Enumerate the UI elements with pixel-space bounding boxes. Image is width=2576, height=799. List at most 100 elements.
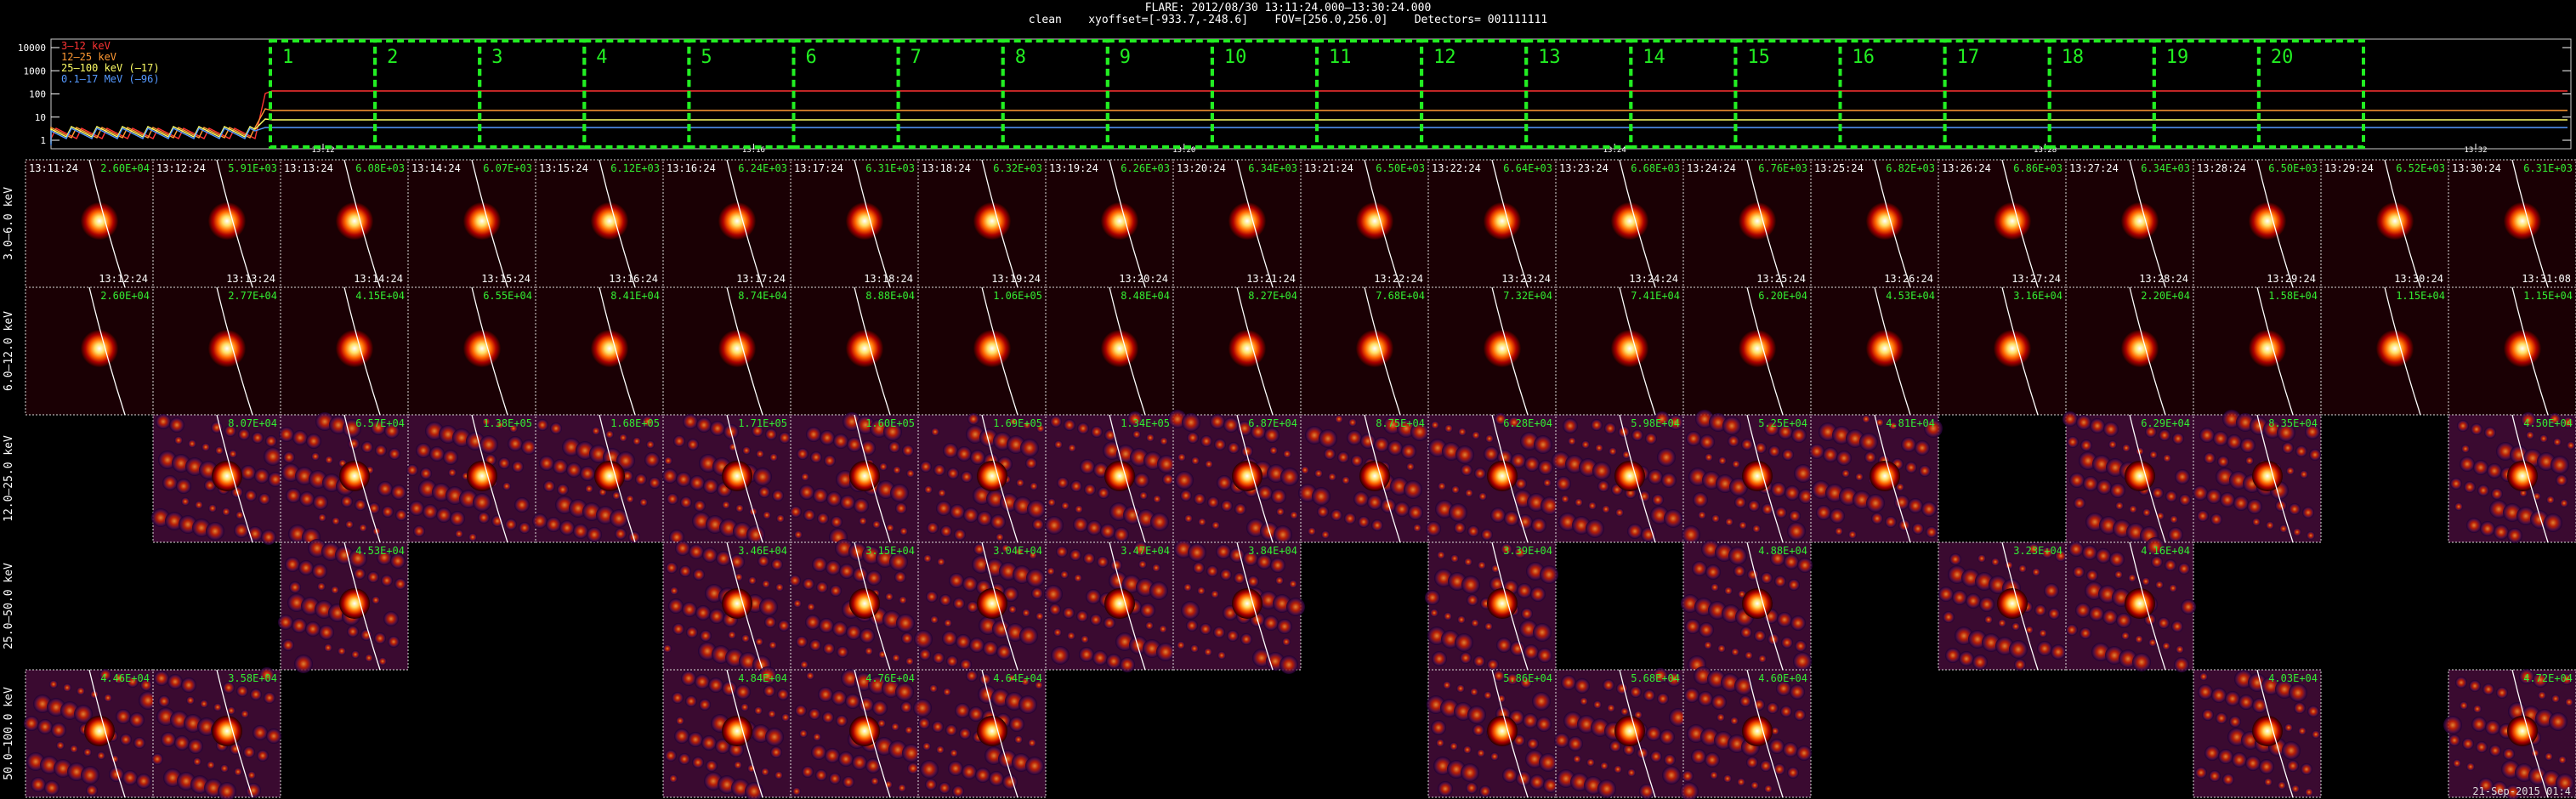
noise-blob: [831, 516, 843, 528]
noise-blob: [693, 569, 705, 581]
noise-blob: [2102, 609, 2118, 625]
noise-blob: [2289, 503, 2301, 515]
noise-blob: [1430, 609, 1438, 617]
noise-blob: [1511, 453, 1526, 468]
noise-blob: [2155, 581, 2164, 589]
image-panel: 2.60E+04: [25, 286, 154, 416]
noise-blob: [1410, 422, 1429, 441]
noise-blob: [899, 596, 907, 604]
noise-blob: [689, 544, 704, 559]
noise-blob: [508, 436, 523, 451]
limb-curve: [343, 541, 381, 671]
source-blob: [1994, 202, 2031, 240]
noise-blob: [2457, 420, 2469, 432]
noise-blob: [1666, 672, 1682, 687]
noise-blob: [943, 688, 951, 696]
noise-blob: [936, 501, 951, 516]
noise-blob: [795, 705, 807, 717]
image-panel: 6.50E+03 13:28:24 13:29:24: [2193, 159, 2322, 288]
noise-blob: [1457, 615, 1466, 624]
noise-blob: [1426, 521, 1441, 536]
noise-blob: [1496, 638, 1512, 653]
noise-blob: [924, 485, 933, 494]
noise-blob: [820, 430, 835, 445]
interval-label: 19: [2166, 47, 2189, 68]
noise-blob: [1835, 527, 1843, 536]
noise-blob: [1444, 612, 1452, 620]
noise-blob: [1344, 513, 1356, 524]
noise-blob: [1455, 445, 1474, 464]
noise-blob: [676, 717, 684, 725]
noise-blob: [777, 688, 789, 700]
source-blob: [212, 716, 242, 746]
noise-blob: [2128, 574, 2136, 582]
noise-blob: [2460, 456, 2475, 472]
noise-blob: [811, 745, 826, 760]
noise-blob: [716, 551, 731, 566]
peak-value: 2.77E+04: [228, 290, 277, 302]
peak-value: 1.69E+05: [993, 417, 1042, 429]
noise-blob: [1740, 626, 1752, 638]
noise-blob: [923, 554, 932, 563]
noise-blob: [56, 741, 65, 750]
noise-blob: [1200, 623, 1211, 635]
end-time: 13:12:24: [99, 273, 148, 285]
noise-blob: [1775, 507, 1787, 518]
peak-value: 4.50E+04: [2523, 417, 2573, 429]
noise-blob: [1374, 437, 1389, 452]
noise-blob: [1275, 576, 1284, 585]
noise-blob: [1788, 579, 1800, 591]
noise-blob: [1855, 473, 1864, 481]
limb-curve: [2256, 159, 2294, 288]
noise-blob: [1794, 709, 1806, 721]
image-panel: 6.28E+04: [1426, 413, 1559, 543]
limb-curve: [726, 541, 763, 671]
noise-blob: [1077, 422, 1089, 434]
noise-blob: [174, 735, 190, 751]
peak-value: 3.46E+04: [738, 545, 787, 557]
noise-blob: [2309, 449, 2321, 461]
end-time: 13:28:24: [2139, 273, 2188, 285]
noise-blob: [616, 451, 635, 470]
limb-curve: [854, 541, 891, 671]
noise-blob: [252, 725, 268, 740]
start-time: 13:12:24: [156, 162, 206, 174]
noise-blob: [1823, 447, 1838, 462]
noise-blob: [891, 722, 899, 731]
noise-blob: [1381, 498, 1396, 513]
noise-blob: [254, 468, 270, 484]
limb-curve: [2001, 286, 2039, 416]
noise-blob: [2172, 433, 2184, 445]
noise-blob: [1257, 554, 1272, 570]
source-blob: [1101, 330, 1138, 367]
noise-blob: [1159, 625, 1167, 633]
noise-blob: [2142, 577, 2150, 586]
limb-curve: [216, 159, 253, 288]
noise-blob: [2291, 785, 2300, 793]
peak-value: 8.88E+04: [865, 290, 915, 302]
noise-blob: [1657, 448, 1676, 467]
noise-blob: [502, 482, 511, 490]
noise-blob: [1009, 717, 1024, 732]
noise-blob: [482, 417, 491, 426]
noise-blob: [1631, 429, 1643, 441]
image-panel: 6.52E+03 13:29:24 13:30:24: [2320, 159, 2449, 288]
limb-curve: [1109, 541, 1146, 671]
noise-blob: [1083, 552, 1095, 564]
noise-blob: [889, 552, 908, 571]
noise-blob: [628, 531, 640, 543]
noise-blob: [1264, 428, 1279, 443]
noise-blob: [1661, 473, 1677, 488]
interval-label: 8: [1015, 47, 1026, 68]
noise-blob: [1620, 707, 1629, 716]
noise-blob: [933, 652, 945, 664]
image-panel: 4.03E+04: [2193, 669, 2322, 798]
noise-blob: [1090, 614, 1102, 626]
noise-blob: [1723, 774, 1732, 783]
noise-blob: [213, 703, 222, 711]
image-panel: 2.77E+04: [152, 286, 281, 416]
noise-blob: [1568, 736, 1583, 751]
noise-blob: [872, 520, 881, 529]
noise-blob: [1025, 756, 1044, 775]
noise-blob: [1745, 651, 1753, 660]
